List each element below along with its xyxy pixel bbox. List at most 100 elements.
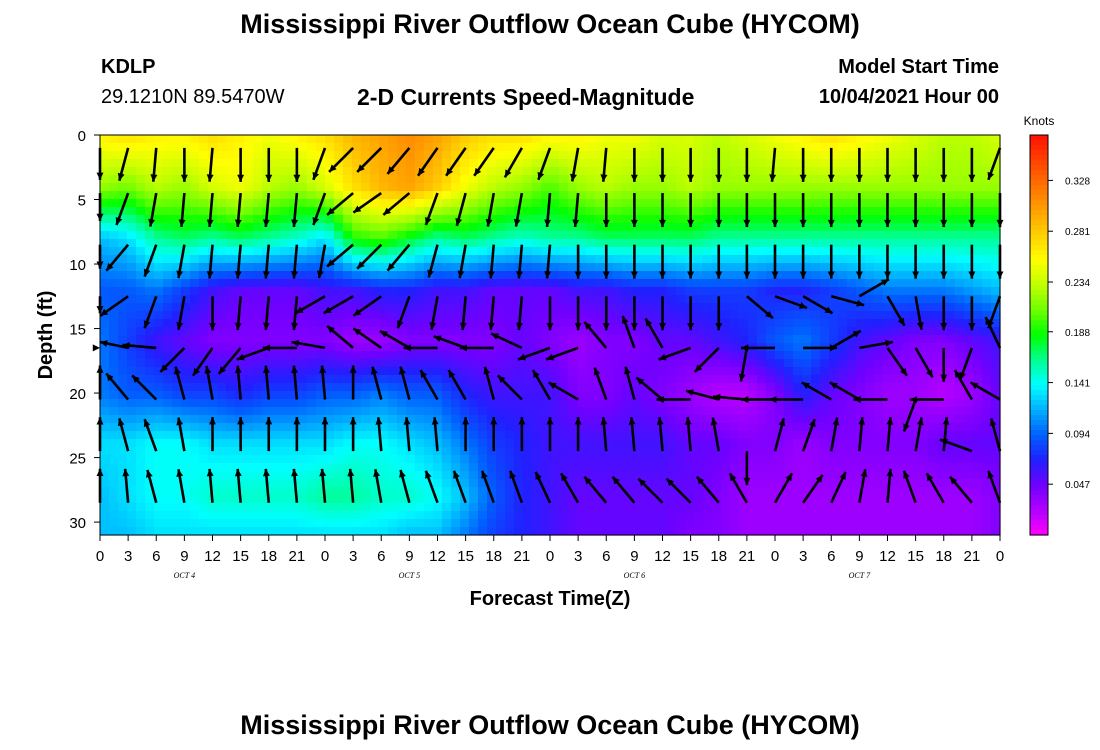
heatmap-cell <box>883 391 893 400</box>
heatmap-cell <box>865 303 875 312</box>
heatmap-cell <box>325 231 335 240</box>
heatmap-cell <box>100 223 110 232</box>
heatmap-cell <box>154 391 164 400</box>
heatmap-cell <box>730 359 740 368</box>
heatmap-cell <box>352 367 362 376</box>
heatmap-cell <box>775 519 785 528</box>
heatmap-cell <box>208 135 218 144</box>
heatmap-cell <box>802 399 812 408</box>
heatmap-cell <box>928 303 938 312</box>
heatmap-cell <box>847 351 857 360</box>
heatmap-cell <box>460 215 470 224</box>
heatmap-cell <box>712 487 722 496</box>
heatmap-cell <box>730 327 740 336</box>
heatmap-cell <box>982 143 992 152</box>
heatmap-cell <box>802 239 812 248</box>
heatmap-cell <box>172 335 182 344</box>
heatmap-cell <box>415 447 425 456</box>
heatmap-cell <box>541 423 551 432</box>
heatmap-cell <box>577 391 587 400</box>
heatmap-cell <box>883 287 893 296</box>
heatmap-cell <box>847 415 857 424</box>
heatmap-cell <box>181 135 191 144</box>
heatmap-cell <box>172 303 182 312</box>
heatmap-cell <box>721 295 731 304</box>
heatmap-cell <box>838 287 848 296</box>
heatmap-cell <box>172 487 182 496</box>
heatmap-cell <box>190 287 200 296</box>
heatmap-cell <box>856 175 866 184</box>
heatmap-cell <box>748 439 758 448</box>
heatmap-cell <box>829 271 839 280</box>
heatmap-cell <box>388 447 398 456</box>
heatmap-cell <box>505 295 515 304</box>
heatmap-cell <box>838 415 848 424</box>
heatmap-cell <box>685 407 695 416</box>
heatmap-cell <box>388 135 398 144</box>
heatmap-cell <box>784 279 794 288</box>
heatmap-cell <box>316 423 326 432</box>
heatmap-cell <box>487 527 497 536</box>
heatmap-cell <box>748 367 758 376</box>
heatmap-cell <box>883 359 893 368</box>
heatmap-cell <box>892 463 902 472</box>
heatmap-cell <box>604 167 614 176</box>
heatmap-cell <box>721 151 731 160</box>
heatmap-cell <box>748 327 758 336</box>
heatmap-cell <box>172 519 182 528</box>
heatmap-cell <box>433 279 443 288</box>
heatmap-cell <box>172 399 182 408</box>
heatmap-cell <box>460 407 470 416</box>
heatmap-cell <box>892 351 902 360</box>
heatmap-cell <box>640 175 650 184</box>
heatmap-cell <box>586 511 596 520</box>
heatmap-cell <box>775 527 785 536</box>
heatmap-cell <box>523 359 533 368</box>
heatmap-cell <box>694 207 704 216</box>
heatmap-cell <box>145 527 155 536</box>
heatmap-cell <box>928 375 938 384</box>
heatmap-cell <box>280 151 290 160</box>
heatmap-cell <box>352 439 362 448</box>
heatmap-cell <box>694 487 704 496</box>
heatmap-cell <box>424 455 434 464</box>
heatmap-cell <box>874 463 884 472</box>
heatmap-cell <box>712 255 722 264</box>
heatmap-cell <box>145 199 155 208</box>
heatmap-cell <box>226 359 236 368</box>
heatmap-cell <box>766 463 776 472</box>
heatmap-cell <box>226 287 236 296</box>
heatmap-cell <box>892 423 902 432</box>
heatmap-cell <box>703 503 713 512</box>
heatmap-cell <box>766 431 776 440</box>
heatmap-cell <box>856 167 866 176</box>
heatmap-cell <box>793 471 803 480</box>
heatmap-cell <box>757 215 767 224</box>
heatmap-cell <box>757 231 767 240</box>
heatmap-cell <box>424 327 434 336</box>
heatmap-cell <box>919 511 929 520</box>
heatmap-cell <box>856 479 866 488</box>
heatmap-cell <box>253 415 263 424</box>
heatmap-cell <box>433 271 443 280</box>
heatmap-cell <box>460 479 470 488</box>
heatmap-cell <box>550 279 560 288</box>
heatmap-cell <box>181 375 191 384</box>
heatmap-cell <box>748 319 758 328</box>
heatmap-cell <box>766 439 776 448</box>
heatmap-cell <box>928 287 938 296</box>
heatmap-cell <box>415 359 425 368</box>
heatmap-cell <box>226 271 236 280</box>
heatmap-cell <box>640 327 650 336</box>
heatmap-cell <box>748 199 758 208</box>
heatmap-cell <box>154 135 164 144</box>
heatmap-cell <box>811 327 821 336</box>
heatmap-cell <box>100 391 110 400</box>
heatmap-cell <box>811 287 821 296</box>
heatmap-cell <box>478 271 488 280</box>
heatmap-cell <box>478 199 488 208</box>
heatmap-cell <box>388 223 398 232</box>
heatmap-cell <box>811 471 821 480</box>
heatmap-cell <box>991 463 1001 472</box>
heatmap-cell <box>532 239 542 248</box>
